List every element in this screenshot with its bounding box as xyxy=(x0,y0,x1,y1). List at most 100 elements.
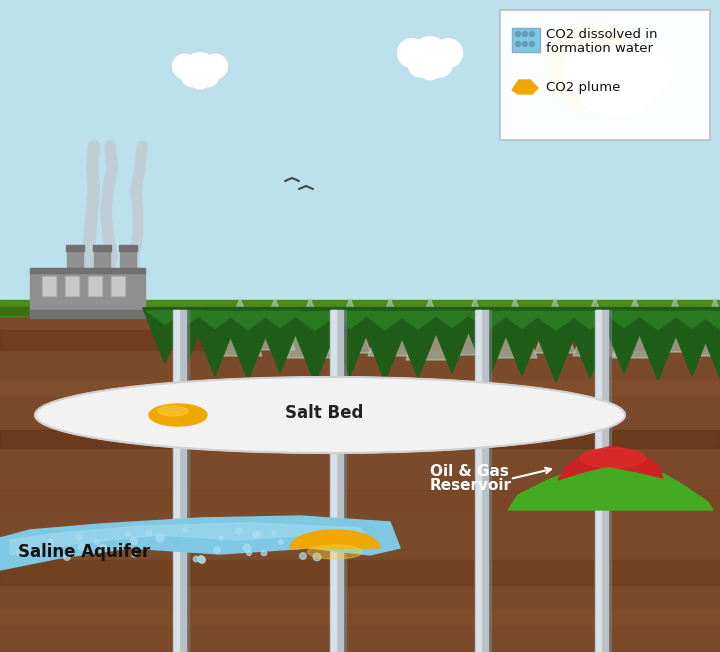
Polygon shape xyxy=(655,298,695,352)
Polygon shape xyxy=(629,308,687,380)
Circle shape xyxy=(293,541,301,549)
Polygon shape xyxy=(665,308,719,366)
Bar xyxy=(0,610,720,625)
Polygon shape xyxy=(390,308,446,368)
Circle shape xyxy=(246,550,251,556)
Polygon shape xyxy=(495,308,549,366)
Circle shape xyxy=(76,535,81,540)
Circle shape xyxy=(146,530,152,536)
Circle shape xyxy=(125,531,130,537)
Bar xyxy=(30,310,145,318)
Circle shape xyxy=(544,20,640,116)
Circle shape xyxy=(418,56,441,80)
Text: CO2 dissolved in: CO2 dissolved in xyxy=(546,27,657,40)
Polygon shape xyxy=(285,308,345,383)
Polygon shape xyxy=(356,308,414,370)
Circle shape xyxy=(624,48,673,96)
Polygon shape xyxy=(143,308,187,355)
Circle shape xyxy=(17,550,23,556)
Polygon shape xyxy=(634,312,683,330)
Polygon shape xyxy=(219,308,277,380)
Polygon shape xyxy=(287,298,333,358)
Bar xyxy=(88,276,102,296)
Bar xyxy=(66,277,78,295)
Polygon shape xyxy=(161,308,209,359)
Circle shape xyxy=(132,553,136,557)
Text: Salt Bed: Salt Bed xyxy=(285,404,364,422)
Polygon shape xyxy=(219,308,277,355)
Circle shape xyxy=(197,65,219,87)
Circle shape xyxy=(580,68,625,112)
Circle shape xyxy=(261,550,266,556)
Polygon shape xyxy=(629,308,687,355)
Polygon shape xyxy=(612,298,658,358)
Polygon shape xyxy=(395,312,442,329)
Bar xyxy=(181,310,189,652)
Circle shape xyxy=(516,42,521,46)
Polygon shape xyxy=(566,312,613,329)
Bar xyxy=(331,310,336,652)
Polygon shape xyxy=(495,308,549,352)
Bar xyxy=(112,277,124,295)
Circle shape xyxy=(183,527,187,532)
Bar xyxy=(0,330,720,350)
Polygon shape xyxy=(390,308,446,378)
Circle shape xyxy=(529,42,534,46)
Circle shape xyxy=(611,68,655,112)
Circle shape xyxy=(550,26,634,110)
Polygon shape xyxy=(493,298,537,358)
Bar xyxy=(66,245,84,251)
Circle shape xyxy=(94,540,99,544)
Text: Oil & Gas: Oil & Gas xyxy=(430,464,509,479)
Circle shape xyxy=(426,51,452,77)
Polygon shape xyxy=(459,308,517,369)
Circle shape xyxy=(214,547,220,553)
Polygon shape xyxy=(146,311,184,325)
Ellipse shape xyxy=(307,545,362,559)
Circle shape xyxy=(156,534,164,542)
Bar xyxy=(67,248,83,313)
Polygon shape xyxy=(535,298,575,353)
Polygon shape xyxy=(165,311,205,326)
Circle shape xyxy=(243,544,251,552)
Circle shape xyxy=(408,51,434,77)
Polygon shape xyxy=(692,308,720,378)
Bar xyxy=(596,310,601,652)
Polygon shape xyxy=(459,308,517,380)
Bar xyxy=(0,560,720,585)
Polygon shape xyxy=(188,308,242,366)
Ellipse shape xyxy=(580,448,646,468)
Circle shape xyxy=(434,38,462,67)
Circle shape xyxy=(563,48,611,96)
Circle shape xyxy=(181,65,203,87)
Polygon shape xyxy=(602,311,646,327)
Bar xyxy=(0,490,720,510)
Circle shape xyxy=(313,553,321,561)
Polygon shape xyxy=(426,308,478,363)
Bar xyxy=(119,245,137,251)
Polygon shape xyxy=(696,312,720,329)
Polygon shape xyxy=(390,308,446,353)
Polygon shape xyxy=(143,308,187,344)
Polygon shape xyxy=(454,298,496,355)
Circle shape xyxy=(193,556,199,562)
Circle shape xyxy=(203,54,228,78)
Bar xyxy=(603,310,611,652)
Polygon shape xyxy=(464,312,513,330)
Circle shape xyxy=(199,557,205,563)
Bar xyxy=(0,430,720,448)
Polygon shape xyxy=(360,312,410,330)
Ellipse shape xyxy=(158,406,188,416)
Polygon shape xyxy=(285,308,345,357)
Bar xyxy=(42,276,56,296)
Text: Reservoir: Reservoir xyxy=(430,479,512,494)
Circle shape xyxy=(598,77,638,117)
Circle shape xyxy=(523,31,528,37)
Circle shape xyxy=(63,554,71,560)
Polygon shape xyxy=(598,308,650,350)
Circle shape xyxy=(523,42,528,46)
FancyBboxPatch shape xyxy=(500,10,710,140)
Polygon shape xyxy=(562,308,618,353)
Circle shape xyxy=(397,38,426,67)
Circle shape xyxy=(36,549,42,555)
